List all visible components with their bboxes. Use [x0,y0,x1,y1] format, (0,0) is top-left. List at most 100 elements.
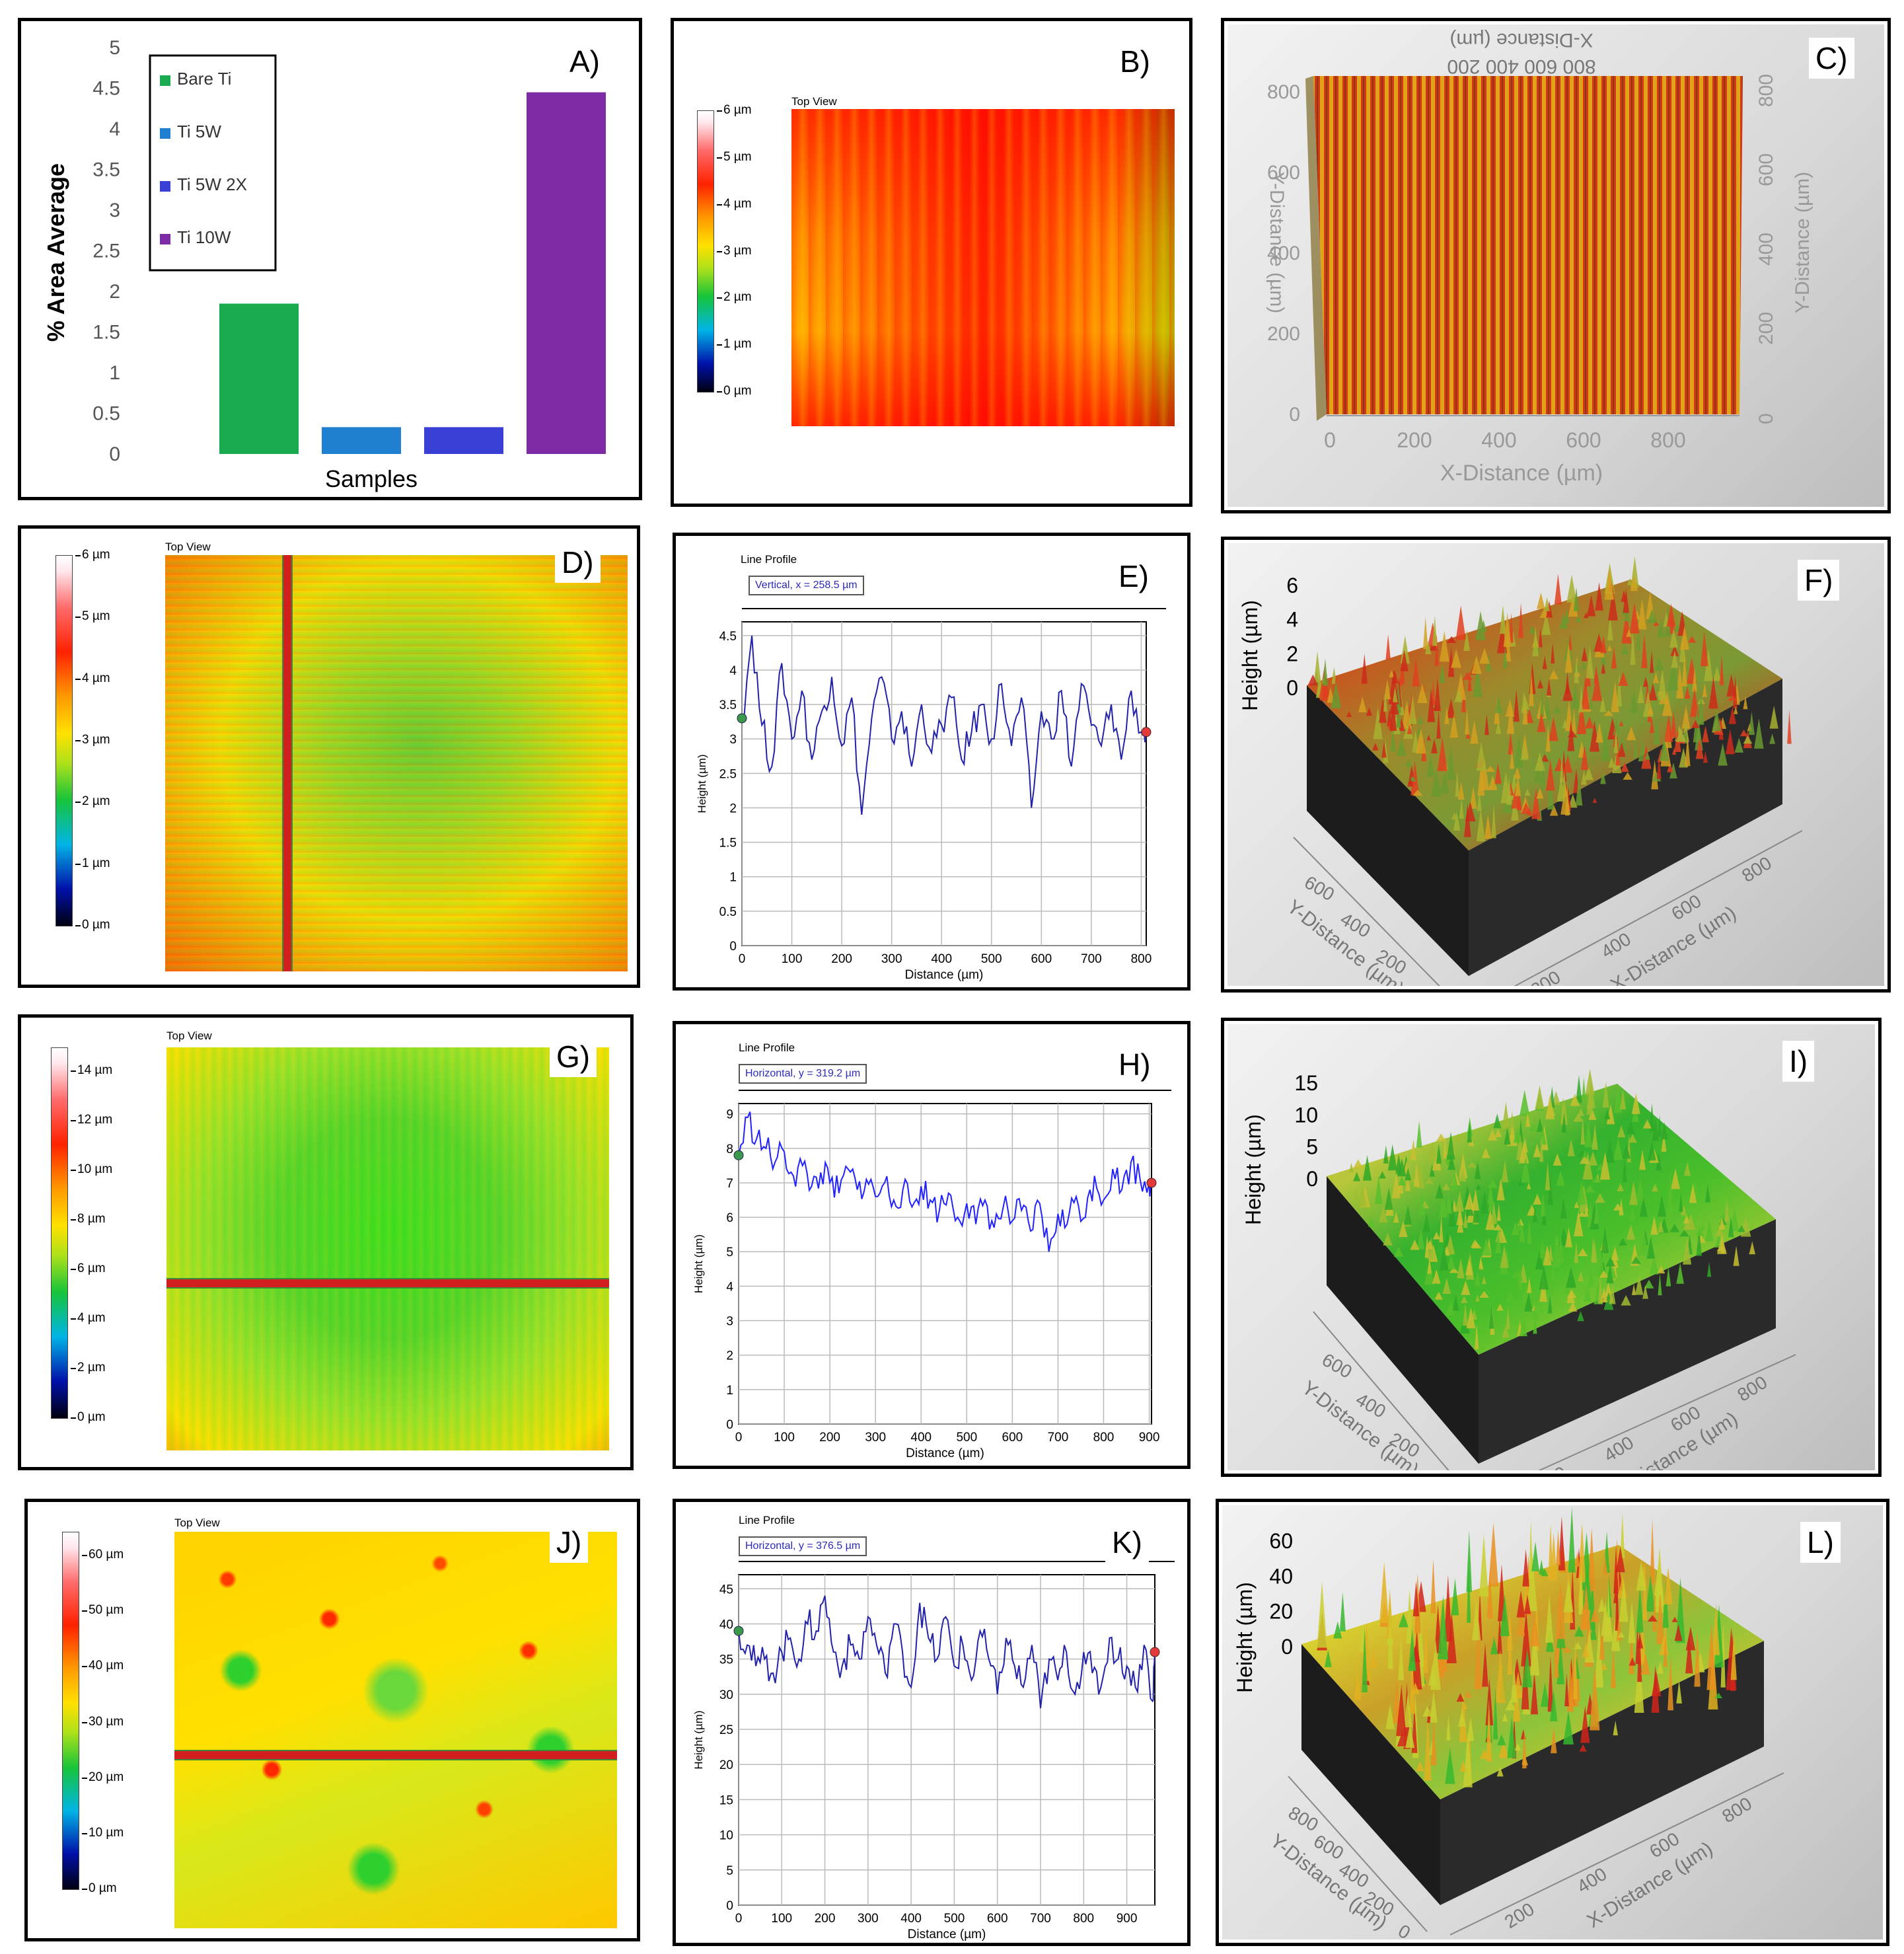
y-tick-label: 8 [726,1143,733,1156]
panel-label: F) [1798,560,1840,601]
y-tick-label: 0 [726,1418,733,1432]
scale-tick-label: 1 µm [717,337,752,352]
legend-swatch [160,128,170,139]
y-tick-label: 400 [1267,243,1300,264]
x-axis-title: Distance (µm) [908,1928,986,1941]
profile-series-line [741,635,1147,815]
x-axis-title: X-Distance (µm) [1440,461,1603,486]
scale-tick-label: 10 µm [81,1825,124,1840]
map-title: Top View [791,95,837,108]
scale-tick-label: 3 µm [75,733,110,747]
x-tick-label: 0 [739,952,746,966]
profile-end-marker[interactable] [1141,727,1152,737]
mirror-y-tick-label: 0 [1755,413,1777,424]
y-tick-label: 2 [109,281,120,303]
profile-info-box: Vertical, x = 258.5 µm [749,576,864,595]
profile-start-marker[interactable] [733,1626,744,1636]
y-tick-label: 1 [109,362,120,384]
y-tick-label: 3 [729,733,737,747]
y-tick-label: 0.5 [92,403,120,425]
surface-render: 0 200 400 600 800 0 200 400 600 800 800 600 400 200… [1227,24,1884,507]
x-tick-label: 100 [774,1431,795,1445]
y-tick-label: 200 [1267,323,1300,345]
x-tick-label: 0 [1324,428,1336,452]
scale-tick-label: 6 µm [717,103,752,117]
y-tick-label: 4.5 [719,630,737,644]
line-profile-header: Line Profile [739,1041,795,1054]
y-tick-label: 40 [719,1618,733,1632]
y-tick-label: 0 [1395,1920,1414,1939]
scale-tick-label: 8 µm [71,1212,106,1226]
profile-start-marker[interactable] [737,713,747,724]
legend-swatch [160,75,170,86]
y-tick-label: 800 [1267,81,1300,103]
panel-e: Line Profile Vertical, x = 258.5 µm 0 100… [673,533,1190,991]
y-axis-title: Height (µm) [692,1710,705,1769]
x-tick-label: 400 [910,1431,932,1445]
side-face-right [1440,1641,1764,1905]
line-chart: 0 100 200 300 400 500 600 700 800 900 0 5 10 15 20 25 30… [692,1561,1175,1941]
legend-swatch [160,234,170,244]
profile-end-marker[interactable] [1150,1647,1160,1657]
y-tick-label: 30 [719,1688,733,1702]
panel-c: 0 200 400 600 800 0 200 400 600 800 800 600 400 200… [1221,18,1891,513]
surface-edge [1305,76,1327,421]
x-axis-title: Samples [325,465,418,492]
panel-k: Line Profile Horizontal, y = 376.5 µm 0 1… [673,1499,1190,1946]
scale-tick-label: 12 µm [70,1113,113,1127]
x-tick-label: 300 [881,952,902,966]
panel-label: G) [550,1036,597,1077]
scale-tick-label: 6 µm [71,1261,106,1275]
color-scale-bar [55,555,73,926]
panel-label: K) [1105,1522,1149,1563]
x-tick-label: 400 [1600,1432,1637,1466]
z-tick-label: 0 [1306,1167,1318,1191]
y-tick-label: 2 [729,802,737,815]
surface-render: 60 40 20 0 Height (µm) 800 600 400 200 0 Y-Distanc… [1222,1505,1883,1939]
y-tick-label: 4 [729,664,737,678]
y-tick-label: 0 [109,443,120,465]
x-tick-label: 500 [956,1431,977,1445]
bar-ti-5w [322,427,401,454]
y-tick-label: 0.5 [719,905,737,919]
mirror-y-tick-label: 200 [1755,312,1777,345]
scale-tick-label: 10 µm [70,1162,113,1176]
profile-line-horizontal[interactable] [166,1278,609,1289]
z-tick-label: 10 [1294,1103,1318,1127]
surface-top [1313,76,1743,414]
y-axis-title: Height (µm) [692,1234,705,1293]
x-tick-label: 200 [815,1912,836,1926]
x-tick-label: 300 [865,1431,886,1445]
profile-end-marker[interactable] [1146,1178,1157,1188]
profile-info-box: Horizontal, y = 376.5 µm [739,1536,867,1556]
panel-label: D) [555,542,601,583]
z-tick-label: 60 [1269,1529,1293,1553]
x-tick-label: 800 [1131,952,1152,966]
z-axis-title: Height (µm) [1241,1114,1265,1225]
y-tick-label: 1.5 [92,322,120,344]
legend: Bare Ti Ti 5W Ti 5W 2X Ti 10W [149,54,277,272]
legend-label: Ti 5W 2X [177,174,247,194]
profile-start-marker[interactable] [733,1150,744,1160]
scale-tick-label: 4 µm [75,671,110,685]
panel-label: H) [1112,1044,1157,1085]
profile-line-horizontal[interactable] [174,1750,617,1760]
panel-j: Top View J) 60 µm 50 µm 40 µm 30 µm 20 µm 10 … [24,1499,640,1941]
panel-label: A) [563,41,606,82]
bar-ti-10w [527,92,606,454]
y-tick-label: 10 [719,1829,733,1843]
scale-tick-label: 50 µm [81,1603,124,1618]
map-title: Top View [165,541,211,553]
z-tick-label: 2 [1286,642,1298,665]
profile-series-line [738,1111,1152,1252]
y-tick-label: 0 [726,1899,733,1913]
y-tick-label: 4 [726,1280,733,1294]
scale-tick-label: 4 µm [71,1311,106,1325]
y-tick-label: 3.5 [92,159,120,181]
x-tick-label: 800 [1073,1912,1094,1926]
profile-line-vertical[interactable] [282,555,293,971]
legend-box [149,54,277,272]
mirror-y-tick-label: 600 [1755,153,1777,186]
